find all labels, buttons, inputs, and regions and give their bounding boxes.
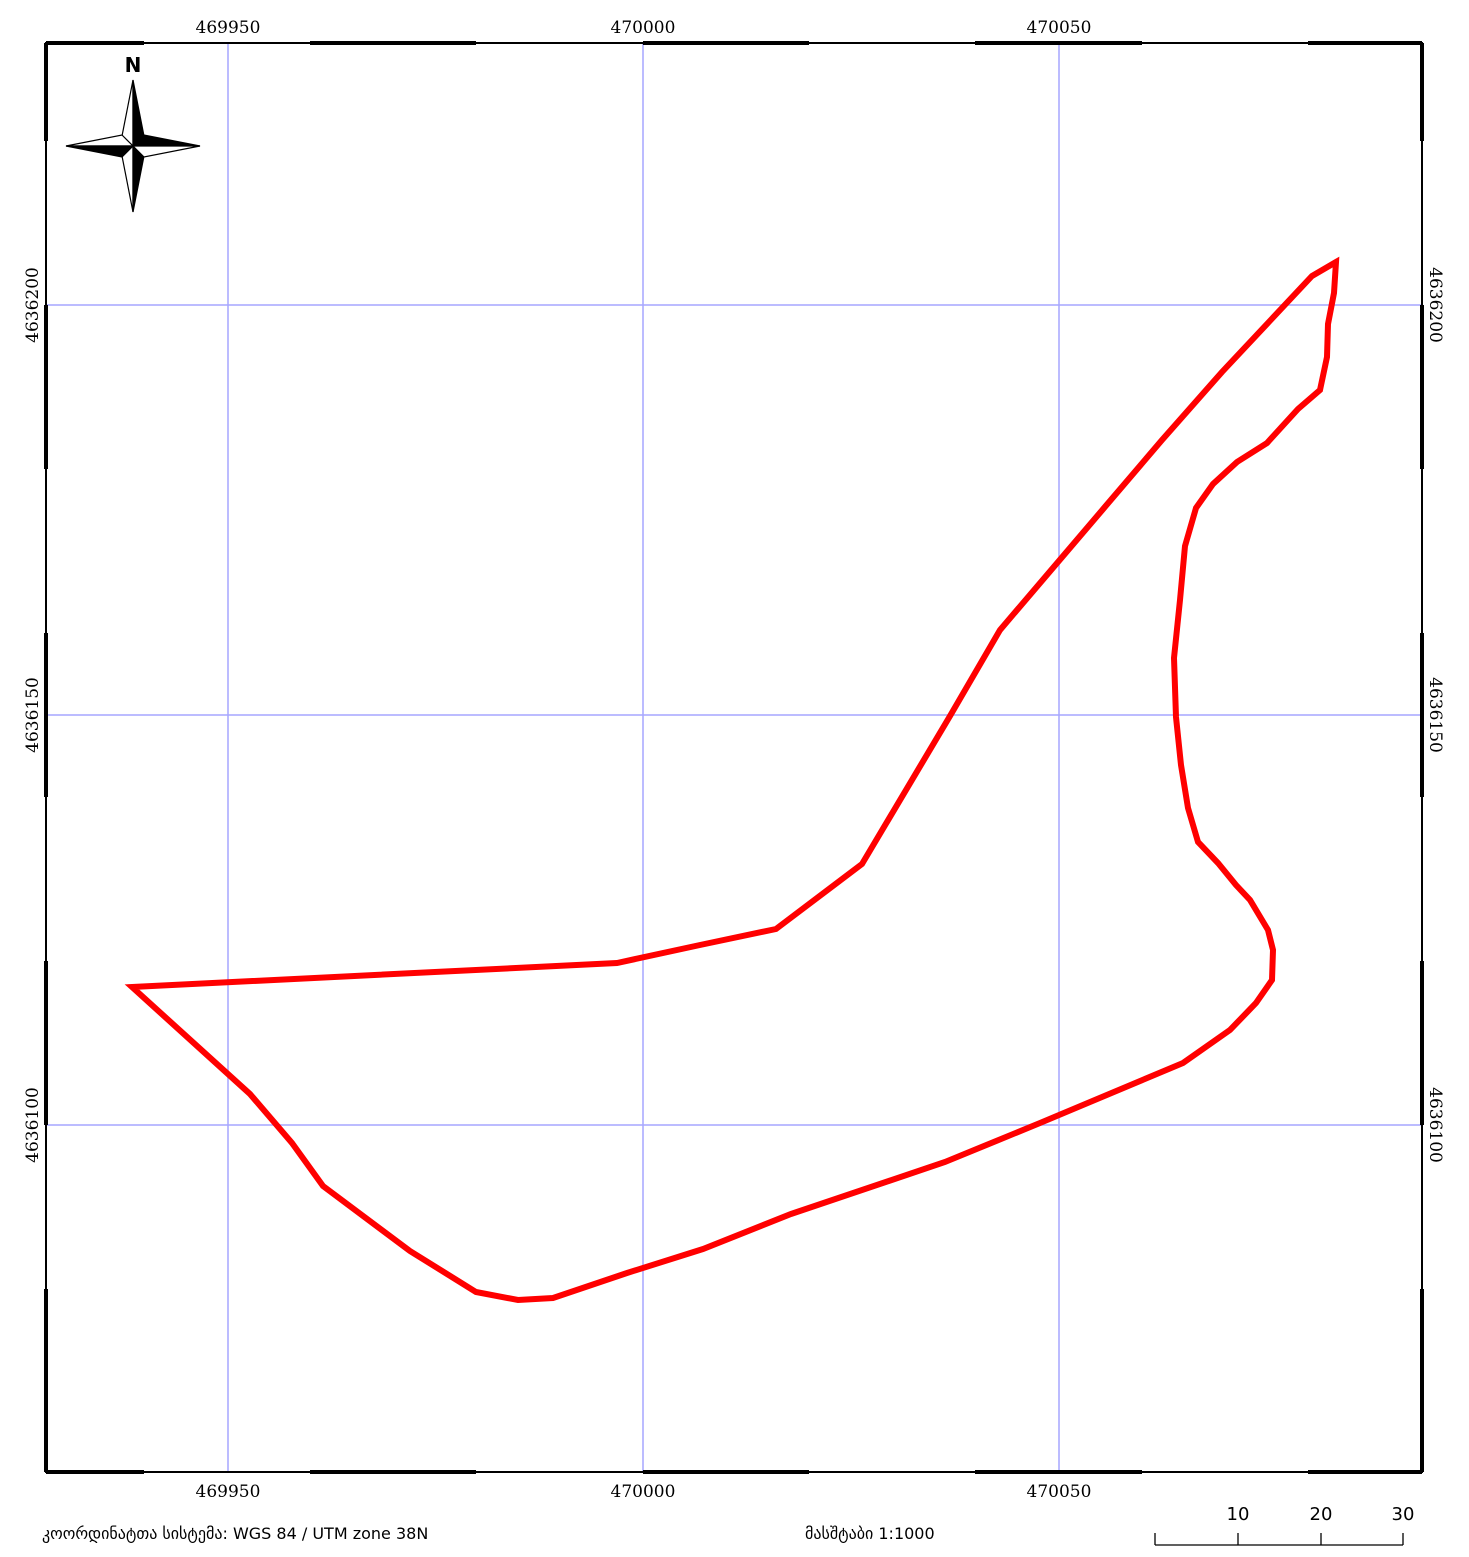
- x-tick-bottom-470050: 470050: [1027, 1482, 1092, 1502]
- scale-bar: [1154, 1533, 1404, 1546]
- x-tick-top-469950: 469950: [196, 18, 261, 38]
- x-tick-bottom-470000: 470000: [611, 1482, 676, 1502]
- parcel-boundary: [124, 256, 1340, 1304]
- y-tick-right-4636100: 4636100: [1425, 1087, 1445, 1163]
- north-arrow-icon: N: [65, 53, 201, 213]
- crs-label: კოორდინატთა სისტემა: WGS 84 / UTM zone 3…: [42, 1524, 429, 1543]
- x-tick-bottom-469950: 469950: [196, 1482, 261, 1502]
- map-scale-label: მასშტაბი 1:1000: [805, 1524, 935, 1543]
- scale-label-20: 20: [1310, 1504, 1333, 1525]
- north-label: N: [125, 53, 142, 77]
- x-tick-top-470050: 470050: [1027, 18, 1092, 38]
- y-tick-right-4636150: 4636150: [1425, 677, 1445, 753]
- y-tick-left-4636200: 4636200: [23, 267, 43, 343]
- scale-label-30: 30: [1392, 1504, 1415, 1525]
- scale-label-10: 10: [1227, 1504, 1250, 1525]
- x-tick-top-470000: 470000: [611, 18, 676, 38]
- y-tick-left-4636150: 4636150: [23, 677, 43, 753]
- y-tick-left-4636100: 4636100: [23, 1087, 43, 1163]
- frame-ticks: [44, 41, 1424, 1474]
- y-tick-right-4636200: 4636200: [1425, 267, 1445, 343]
